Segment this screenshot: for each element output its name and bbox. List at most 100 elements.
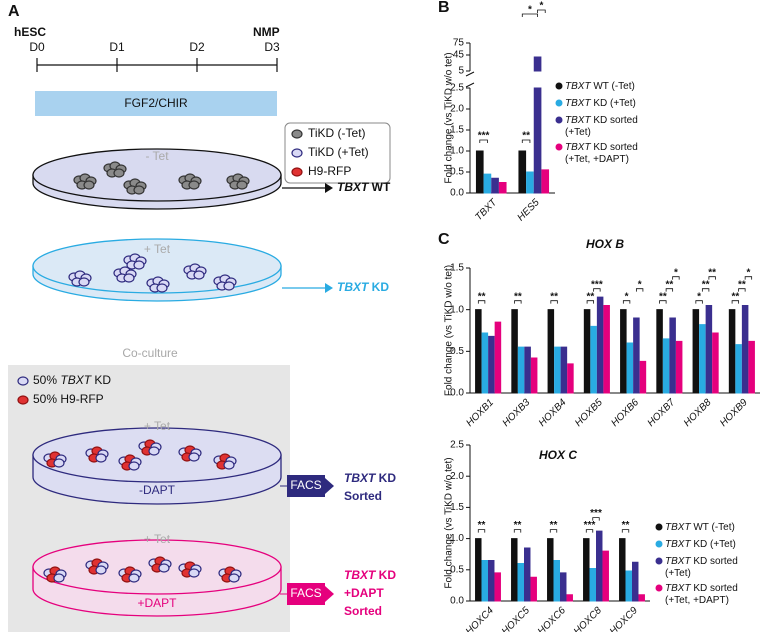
sig-bracket	[549, 529, 558, 533]
y-axis-label: Fold change (vs TiKD w/o tet)	[444, 265, 455, 396]
dish-top	[32, 427, 282, 483]
cell	[156, 283, 168, 293]
day-label: D0	[29, 40, 45, 54]
bar	[526, 171, 534, 194]
dishes	[17, 129, 303, 617]
bar	[638, 594, 645, 602]
bar	[481, 559, 488, 602]
cell	[188, 180, 200, 190]
bar	[530, 576, 537, 602]
cell	[17, 395, 29, 405]
bar	[560, 346, 568, 394]
dish-condition: + Tet	[144, 419, 171, 433]
cell	[78, 277, 90, 287]
y-axis-label: Fold change (vs TiKD w/o tet)	[444, 457, 455, 588]
cell	[128, 573, 140, 583]
chart-title: HOX C	[539, 448, 577, 462]
sig-label: **	[522, 131, 530, 142]
bar	[662, 338, 670, 394]
sig-bracket	[744, 276, 753, 280]
x-tick-label: HOXB7	[646, 397, 678, 429]
y-tick-label: 45	[453, 50, 465, 61]
legend-marker	[655, 557, 663, 565]
x-tick-label: TBXT	[473, 197, 499, 223]
legend-label: TBXT KD sorted (+Tet)	[665, 556, 741, 579]
bar	[699, 324, 706, 394]
sig-bracket	[665, 288, 674, 292]
bar	[712, 332, 719, 394]
sig-bracket	[635, 288, 644, 292]
cell	[291, 129, 303, 139]
bar	[619, 538, 626, 602]
sig-label: **	[478, 520, 486, 531]
cell	[188, 452, 200, 462]
day-label: D2	[189, 40, 205, 54]
bar	[626, 342, 634, 394]
axis-break	[465, 82, 475, 88]
timeline-start: hESC	[14, 25, 46, 39]
cell	[228, 573, 240, 583]
dish-outcome: +DAPT	[344, 586, 384, 600]
bar	[488, 559, 495, 602]
dish-outcome: TBXT WT	[337, 180, 391, 194]
sig-bracket	[731, 300, 740, 304]
sig-label: *	[746, 267, 750, 278]
x-tick-label: HOXB5	[573, 397, 605, 429]
arrow-head	[325, 478, 334, 494]
sig-bracket	[593, 288, 601, 292]
bar	[748, 340, 755, 394]
sig-label: **	[731, 291, 739, 302]
sig-label: *	[697, 291, 701, 302]
sig-bracket	[592, 517, 600, 521]
y-tick-label: 1.5	[450, 502, 464, 513]
bar	[524, 346, 531, 394]
panel-label: C	[438, 231, 450, 248]
cell	[291, 148, 303, 158]
x-tick-label: HOXB1	[464, 397, 496, 429]
day-label: D1	[109, 40, 125, 54]
y-tick-label: 0.5	[450, 346, 464, 357]
legend-label: TiKD (+Tet)	[308, 145, 369, 159]
bar	[566, 594, 573, 602]
sig-bracket	[521, 13, 538, 17]
dish-top	[32, 148, 282, 202]
bar	[560, 572, 567, 602]
bar	[705, 305, 713, 394]
bar	[498, 182, 507, 194]
bar	[625, 570, 632, 602]
cell	[193, 270, 205, 280]
bar	[517, 563, 524, 602]
cell	[17, 376, 29, 386]
y-tick-label: 0.5	[450, 564, 464, 575]
sig-label: ***	[478, 131, 490, 142]
bar	[603, 305, 610, 394]
cell	[113, 168, 125, 178]
x-tick-label: HOXC8	[572, 605, 604, 632]
x-tick-label: HOXB9	[718, 397, 750, 429]
bar	[567, 363, 574, 394]
legend-label: TBXT KD sorted (+Tet, +DAPT)	[565, 142, 641, 165]
y-tick-label: 2.0	[450, 104, 464, 115]
y-tick-label: 0.0	[450, 596, 464, 607]
y-tick-label: 75	[453, 38, 465, 49]
bar	[692, 309, 700, 394]
sig-label: **	[514, 291, 522, 302]
y-tick-label: 1.0	[450, 304, 464, 315]
medium-bar	[35, 91, 277, 116]
bar	[589, 568, 596, 602]
facs-box	[287, 583, 325, 605]
cell	[133, 185, 145, 195]
facs-box	[287, 475, 325, 497]
bar	[596, 296, 604, 394]
cell	[53, 458, 65, 468]
legend-label: TBXT KD sorted (+Tet)	[565, 115, 641, 138]
sig-label: **	[514, 520, 522, 531]
sig-bracket	[477, 529, 486, 533]
bar	[741, 305, 749, 394]
cell	[158, 563, 170, 573]
y-tick-label: 2.5	[450, 83, 464, 94]
bar	[675, 340, 683, 394]
dish-outcome: TBXT KD	[337, 280, 389, 294]
y-tick-label: 0.5	[450, 167, 464, 178]
